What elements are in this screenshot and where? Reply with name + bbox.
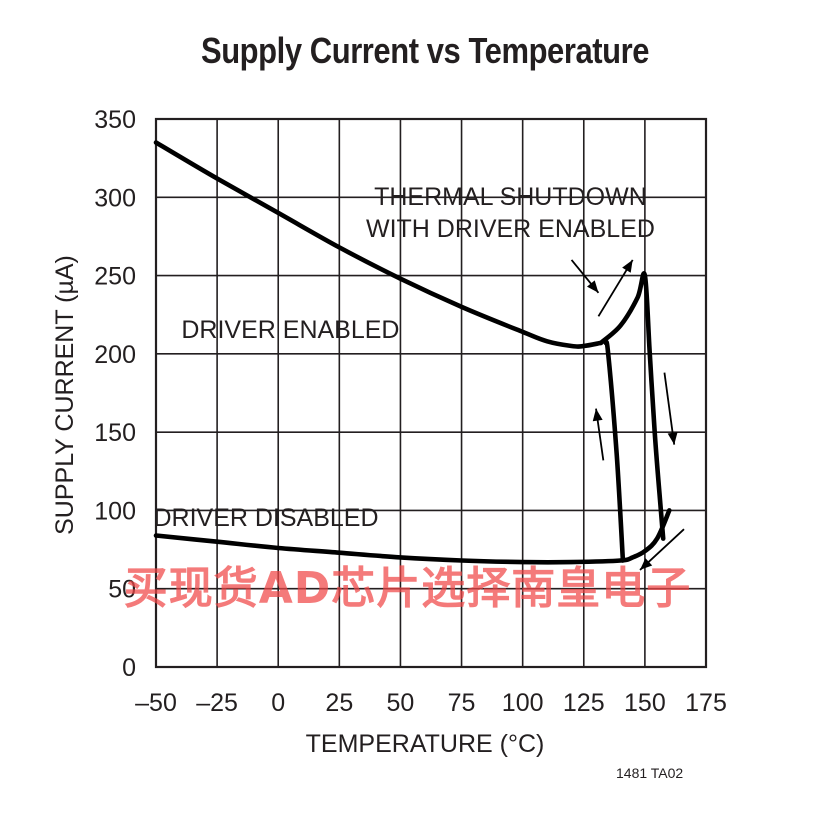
label-driver-enabled: DRIVER ENABLED [181,316,399,344]
series-layer [153,140,672,565]
y-tick-label: 300 [94,184,136,212]
y-tick-label: 0 [122,654,136,682]
series-thermal-shutdown [598,271,666,541]
series-driver-enabled [153,140,604,349]
label-thermal-shutdown: WITH DRIVER ENABLED [366,215,655,243]
x-axis-title: TEMPERATURE (°C) [306,730,545,758]
arrow-0 [570,259,600,294]
x-tick-label: 75 [448,689,476,717]
y-tick-label: 350 [94,106,136,134]
x-tick-label: 100 [502,689,544,717]
x-tick-label: 50 [387,689,415,717]
arrow-1 [597,259,634,317]
y-tick-label: 250 [94,263,136,291]
arrow-3 [592,408,605,461]
annotations: DRIVER ENABLED DRIVER DISABLED THERMAL SHU… [153,183,654,532]
x-tick-label: 25 [325,689,353,717]
series-recovery [603,339,626,563]
x-tick-label: 0 [271,689,285,717]
arrow-layer [570,259,685,571]
y-axis-title: SUPPLY CURRENT (µA) [51,255,79,535]
label-driver-disabled: DRIVER DISABLED [153,504,378,532]
arrow-2 [663,372,678,445]
plot-frame [154,117,708,669]
x-tick-label: 125 [563,689,605,717]
x-tick-label: –25 [196,689,238,717]
x-tick-label: –50 [135,689,177,717]
y-tick-label: 100 [94,497,136,525]
plot-border [154,117,708,669]
y-tick-label: 150 [94,419,136,447]
y-tick-label: 50 [108,576,136,604]
figure-id: 1481 TA02 [616,765,684,781]
x-tick-label: 175 [685,689,727,717]
arrow-4 [639,528,685,571]
x-tick-label: 150 [624,689,666,717]
watermark-text: 买现货AD芯片选择南皇电子 [123,563,692,614]
series-driver-disabled [153,508,672,565]
label-thermal-shutdown: THERMAL SHUTDOWN [374,183,647,211]
y-tick-label: 200 [94,341,136,369]
chart-title: Supply Current vs Temperature [200,30,650,71]
tick-labels: –50 –25 0 25 50 75 100 125 150 175 0 50 100 150 200 250… [94,106,727,717]
